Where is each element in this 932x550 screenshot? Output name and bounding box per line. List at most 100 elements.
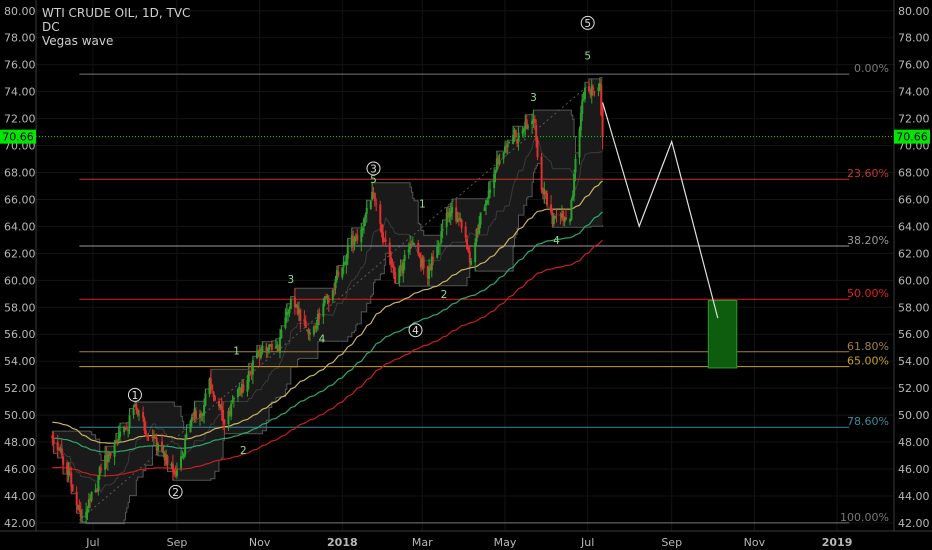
- candle-body: [284, 317, 287, 328]
- candle-body: [165, 454, 168, 460]
- y-tick-label-left: 60.00: [4, 274, 36, 287]
- moving-averages: [52, 180, 603, 477]
- candle-body: [119, 431, 122, 437]
- candle-body: [327, 298, 330, 303]
- candle-body: [601, 107, 604, 137]
- candle-body: [155, 437, 158, 451]
- candle-body: [426, 266, 429, 279]
- y-tick-label-left: 74.00: [4, 86, 36, 99]
- candle-body: [147, 435, 150, 437]
- candle-body: [531, 121, 534, 124]
- candle-body: [86, 509, 89, 513]
- ema-yellow-line: [52, 180, 603, 444]
- candle-body: [194, 410, 197, 419]
- candle-body: [62, 456, 65, 465]
- candle-body: [399, 265, 402, 268]
- y-tick-label-right: 54.00: [898, 355, 930, 368]
- candle-body: [315, 326, 318, 329]
- candle-body: [364, 214, 367, 218]
- candle-body: [98, 467, 101, 476]
- y-tick-label-left: 62.00: [4, 247, 36, 260]
- candle-body: [569, 219, 572, 222]
- candle-body: [270, 344, 273, 350]
- candle-body: [447, 211, 450, 216]
- y-tick-label-right: 72.00: [898, 113, 930, 126]
- candle-body: [162, 451, 165, 453]
- candle-body: [383, 241, 386, 243]
- candle-body: [209, 378, 212, 387]
- candle-body: [304, 321, 307, 328]
- y-tick-label-right: 50.00: [898, 409, 930, 422]
- candle-body: [466, 238, 469, 250]
- candle-body: [249, 371, 252, 373]
- candle-body: [375, 203, 378, 205]
- candle-body: [402, 262, 405, 274]
- wave-label: 2: [172, 487, 179, 499]
- candle-body: [117, 435, 120, 440]
- candle-body: [265, 346, 268, 353]
- wave-label: 1: [419, 199, 426, 211]
- wave-label: 5: [584, 50, 591, 62]
- candle-body: [306, 329, 309, 331]
- indicator-vegas-wave-label: Vegas wave: [42, 34, 114, 48]
- candle-body: [307, 330, 310, 335]
- candle-body: [143, 418, 146, 431]
- candle-body: [430, 256, 433, 271]
- candle-body: [85, 511, 88, 518]
- candle-body: [438, 244, 441, 247]
- y-tick-label-right: 60.00: [898, 274, 930, 287]
- candle-body: [114, 440, 117, 443]
- candle-body: [392, 266, 395, 274]
- candle-body: [56, 441, 59, 451]
- candle-body: [201, 415, 204, 417]
- candle-body: [182, 454, 185, 458]
- candle-body: [154, 436, 157, 439]
- candle-body: [228, 410, 231, 415]
- candle-body: [276, 344, 279, 347]
- candle-body: [223, 419, 226, 425]
- candle-body: [502, 152, 505, 159]
- candle-body: [455, 207, 458, 222]
- candle-body: [436, 246, 439, 258]
- candle-body: [203, 405, 206, 416]
- candle-body: [77, 505, 80, 507]
- candle-body: [467, 247, 470, 252]
- candle-body: [413, 243, 416, 245]
- y-tick-label-left: 76.00: [4, 59, 36, 72]
- candle-body: [432, 256, 435, 260]
- candle-body: [257, 351, 260, 353]
- candle-body: [269, 344, 272, 346]
- y-tick-label-right: 42.00: [898, 517, 930, 530]
- y-tick-label-right: 62.00: [898, 247, 930, 260]
- x-tick-label: Sep: [167, 536, 188, 549]
- candle-body: [331, 290, 334, 301]
- candle-body: [79, 510, 82, 518]
- candle-body: [533, 118, 536, 124]
- candle-body: [445, 213, 448, 228]
- candle-body: [323, 296, 326, 304]
- candle-body: [87, 499, 90, 509]
- candle-body: [322, 303, 325, 317]
- candle-body: [478, 223, 481, 234]
- candle-body: [90, 491, 93, 501]
- candle-body: [493, 174, 496, 189]
- y-tick-label-right: 46.00: [898, 463, 930, 476]
- y-tick-label-left: 72.00: [4, 113, 36, 126]
- candle-body: [457, 218, 460, 220]
- candle-body: [418, 253, 421, 258]
- candle-body: [170, 463, 173, 467]
- candle-body: [521, 130, 524, 134]
- candle-body: [94, 489, 97, 493]
- candle-body: [552, 215, 555, 225]
- candle-body: [403, 254, 406, 262]
- candle-body: [100, 468, 103, 470]
- candle-body: [71, 484, 74, 491]
- candle-body: [590, 85, 593, 96]
- y-tick-label-right: 48.00: [898, 436, 930, 449]
- candle-body: [278, 337, 281, 353]
- wave-label-circle: [127, 387, 142, 402]
- y-tick-label-right: 58.00: [898, 301, 930, 314]
- wave-label: 3: [287, 274, 294, 286]
- target-zone: [707, 300, 738, 369]
